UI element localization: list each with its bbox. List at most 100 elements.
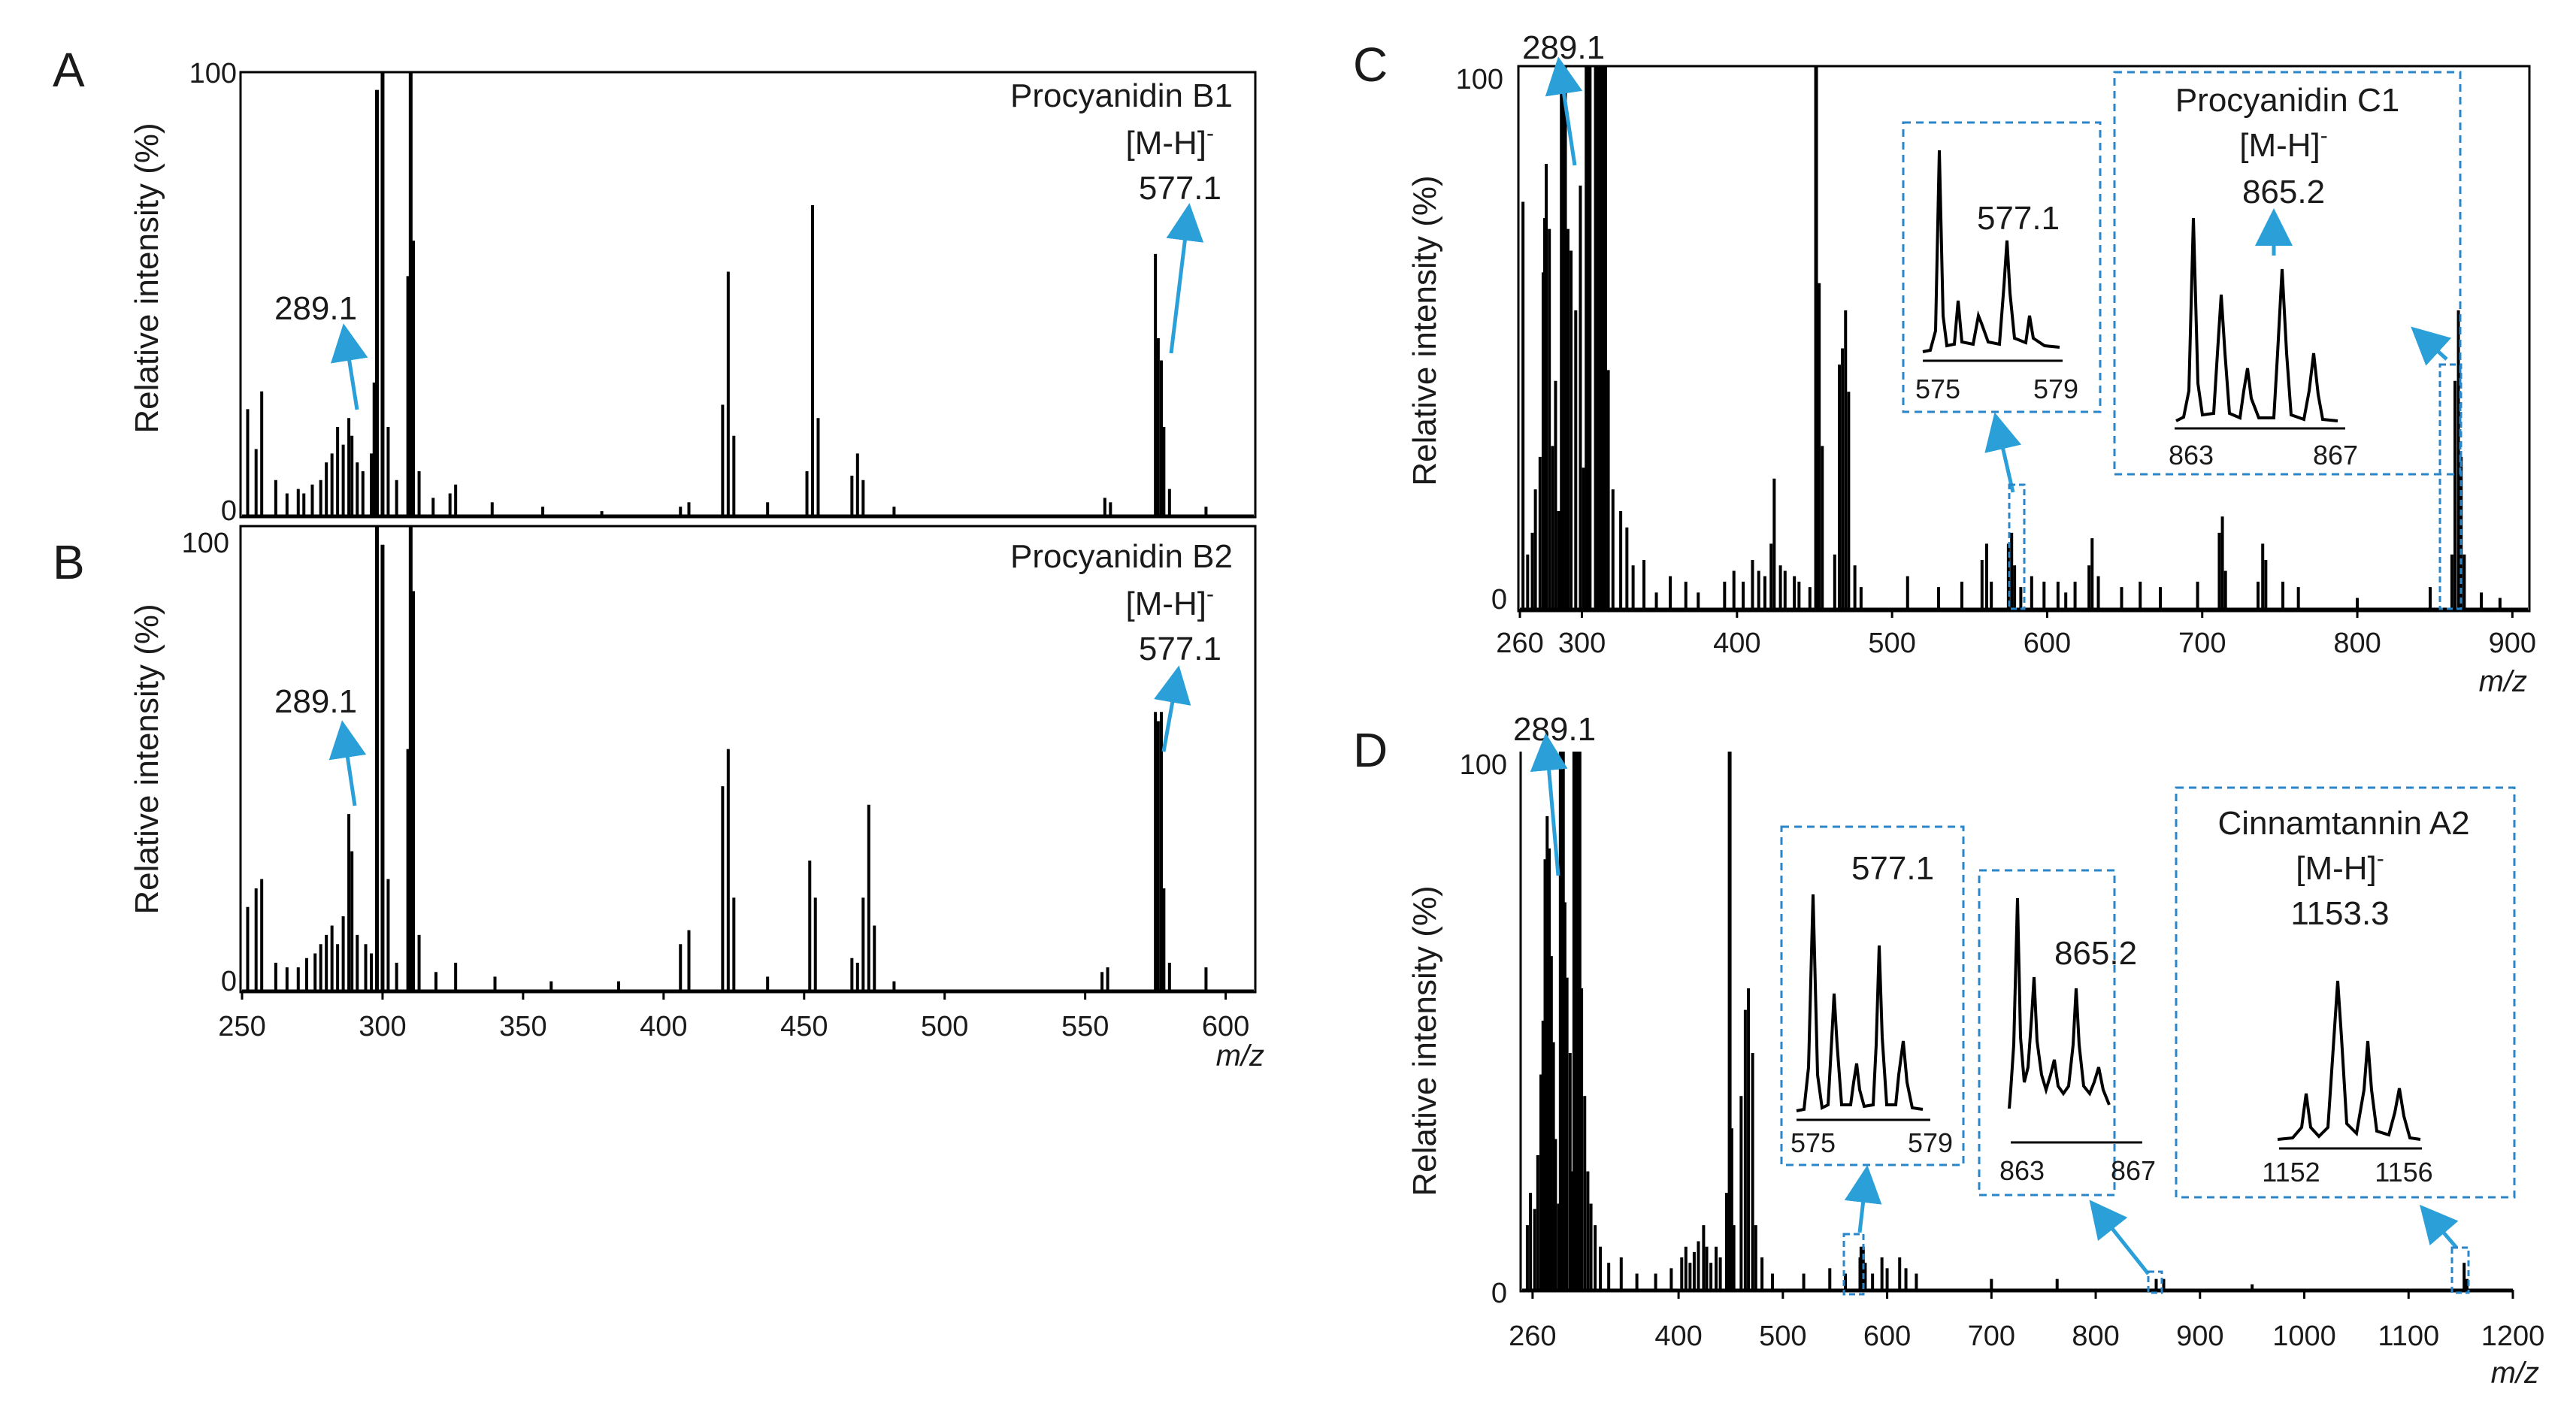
inset-tick-579-c: 579 xyxy=(2033,374,2078,404)
x-tick-label-d-500: 500 xyxy=(1759,1321,1806,1352)
ion-mz-c: 865.2 xyxy=(2242,174,2325,210)
ion-mz-b: 577.1 xyxy=(1139,631,1221,667)
panel-label-a: A xyxy=(53,43,85,97)
y-tick-0-a: 0 xyxy=(221,495,237,527)
ion-label-d: [M-H]- xyxy=(2296,846,2384,887)
inset-tick-575-d: 575 xyxy=(1790,1127,1836,1158)
panel-label-c: C xyxy=(1353,38,1388,92)
arrow-inset-865-c xyxy=(2411,326,2452,366)
ion-mz-d: 1153.3 xyxy=(2290,895,2389,932)
inset-tick-1156-d: 1156 xyxy=(2375,1157,2432,1188)
peak-label-289-d: 289.1 xyxy=(1513,711,1596,748)
inset-tick-575-c: 575 xyxy=(1915,374,1960,404)
x-tick-label-b-500: 500 xyxy=(921,1011,968,1042)
x-tick-label-c-500: 500 xyxy=(1868,628,1915,659)
x-tick-label-c-300: 300 xyxy=(1558,628,1606,659)
inset-box-577-c xyxy=(1902,121,2102,413)
compound-title-b: Procyanidin B2 xyxy=(1010,538,1233,575)
inset-tick-579-d: 579 xyxy=(1908,1127,1953,1158)
y-tick-100-a: 100 xyxy=(189,58,237,89)
inset-box-865-c xyxy=(2113,71,2462,476)
y-axis-label-c: Relative intensity (%) xyxy=(1406,175,1443,486)
plot-frame-a xyxy=(239,71,1257,519)
x-axis-ticks-d: 260 400 500 600 700 800 900 1000 1100 1200 xyxy=(1509,1290,2544,1352)
compound-title-c: Procyanidin C1 xyxy=(2175,82,2399,119)
compound-annotation-a: Procyanidin B1 [M-H]- 577.1 xyxy=(1010,77,1233,207)
x-axis-label-d: m/z xyxy=(2491,1357,2539,1390)
x-tick-label-c-400: 400 xyxy=(1713,628,1760,659)
plot-frame-c xyxy=(1517,65,2531,613)
arrow-289-c xyxy=(1545,56,1583,166)
inset-box-1153-d xyxy=(2175,786,2516,1199)
inset-box-865-d xyxy=(1978,869,2116,1197)
inset-profile-865-c xyxy=(2175,217,2338,422)
spectrum-c xyxy=(1520,66,2528,610)
arrow-289-d xyxy=(1530,733,1568,876)
arrow-inset-577-c xyxy=(1984,412,2022,493)
x-tick-label-d-1200: 1200 xyxy=(2481,1321,2545,1352)
arrow-577-b xyxy=(1154,665,1191,752)
ion-label-b: [M-H]- xyxy=(1125,582,1214,622)
y-tick-100-c: 100 xyxy=(1456,64,1503,95)
peak-label-289-a: 289.1 xyxy=(274,290,357,327)
panel-label-d: D xyxy=(1353,723,1388,777)
inset-profile-577-c xyxy=(1922,150,2060,353)
arrow-289-a xyxy=(330,323,368,410)
plot-axes-d xyxy=(1519,752,2513,1293)
x-axis-ticks-b: 250 300 350 400 450 500 550 600 xyxy=(218,991,1249,1042)
compound-annotation-b: Procyanidin B2 [M-H]- 577.1 xyxy=(1010,538,1233,667)
inset-577-c: 577.1 575 579 xyxy=(1902,121,2102,413)
inset-tick-867-c: 867 xyxy=(2313,440,2358,470)
inset-profile-865-d xyxy=(2008,897,2111,1109)
inset-tick-863-c: 863 xyxy=(2169,440,2214,470)
inset-label-577-c: 577.1 xyxy=(1977,200,2060,237)
x-tick-label-c-900: 900 xyxy=(2489,628,2536,659)
inset-box-577-d xyxy=(1780,825,1965,1166)
highlight-577-c xyxy=(2008,483,2026,610)
highlight-1153-d xyxy=(2450,1246,2470,1294)
inset-label-577-d: 577.1 xyxy=(1851,850,1934,887)
y-tick-0-c: 0 xyxy=(1491,584,1507,616)
inset-profile-1153-d xyxy=(2277,980,2421,1141)
inset-label-865-d: 865.2 xyxy=(2054,935,2137,972)
panel-c: C Relative intensity (%) 100 0 260 300 400… xyxy=(1353,29,2536,698)
x-tick-label-c-600: 600 xyxy=(2024,628,2071,659)
arrow-inset-865-d xyxy=(2089,1200,2150,1275)
panel-a: A Relative intensity (%) 100 0 Procyanid… xyxy=(53,43,1257,527)
x-tick-label-b-550: 550 xyxy=(1061,1011,1109,1042)
ion-mz-a: 577.1 xyxy=(1139,170,1221,207)
x-tick-label-d-400: 400 xyxy=(1654,1321,1702,1352)
ion-label-c: [M-H]- xyxy=(2239,123,2328,164)
x-tick-label-b-250: 250 xyxy=(218,1011,265,1042)
compound-title-d: Cinnamtannin A2 xyxy=(2217,805,2469,842)
x-axis-label-b: m/z xyxy=(1216,1039,1264,1073)
x-axis-ticks-c: 260 300 400 500 600 700 800 900 xyxy=(1496,609,2536,659)
x-tick-label-d-800: 800 xyxy=(2072,1321,2119,1352)
y-tick-100-b: 100 xyxy=(182,528,229,559)
arrow-577-a xyxy=(1166,203,1204,354)
compound-title-a: Procyanidin B1 xyxy=(1010,77,1233,114)
x-tick-label-d-700: 700 xyxy=(1968,1321,2015,1352)
x-tick-label-b-400: 400 xyxy=(640,1011,687,1042)
inset-tick-863-d: 863 xyxy=(1999,1155,2045,1186)
x-tick-label-d-260: 260 xyxy=(1509,1321,1556,1352)
panel-d: D Relative intensity (%) 100 0 260 400 500… xyxy=(1353,711,2544,1390)
peak-label-289-c: 289.1 xyxy=(1522,29,1605,66)
highlight-577-d xyxy=(1842,1233,1865,1296)
y-axis-label-a: Relative intensity (%) xyxy=(129,123,165,433)
inset-tick-1152-d: 1152 xyxy=(2262,1157,2320,1188)
x-tick-label-b-350: 350 xyxy=(499,1011,546,1042)
x-tick-label-b-450: 450 xyxy=(780,1011,828,1042)
peak-label-289-b: 289.1 xyxy=(274,683,357,720)
x-axis-label-c: m/z xyxy=(2479,665,2527,698)
inset-1153-d: Cinnamtannin A2 [M-H]- 1153.3 1152 1156 xyxy=(2175,786,2516,1199)
arrow-inset-1153-d xyxy=(2419,1204,2459,1249)
y-axis-label-b: Relative intensity (%) xyxy=(129,604,165,914)
panel-label-b: B xyxy=(53,535,85,589)
y-tick-100-d: 100 xyxy=(1460,749,1507,781)
y-tick-0-d: 0 xyxy=(1491,1278,1507,1309)
ion-label-a: [M-H]- xyxy=(1125,121,1214,162)
highlight-865-d xyxy=(2147,1270,2163,1294)
inset-577-d: 577.1 575 579 xyxy=(1780,825,1965,1166)
